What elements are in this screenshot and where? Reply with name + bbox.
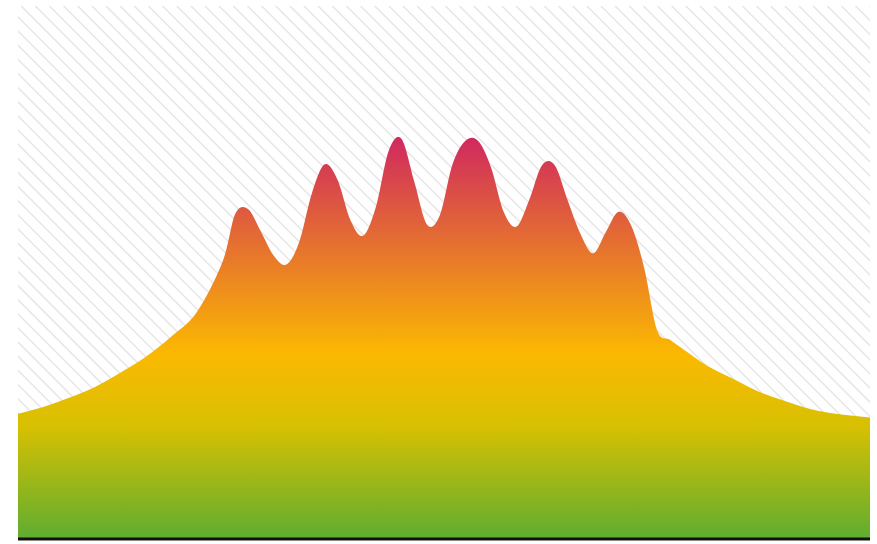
area-series bbox=[18, 136, 870, 539]
